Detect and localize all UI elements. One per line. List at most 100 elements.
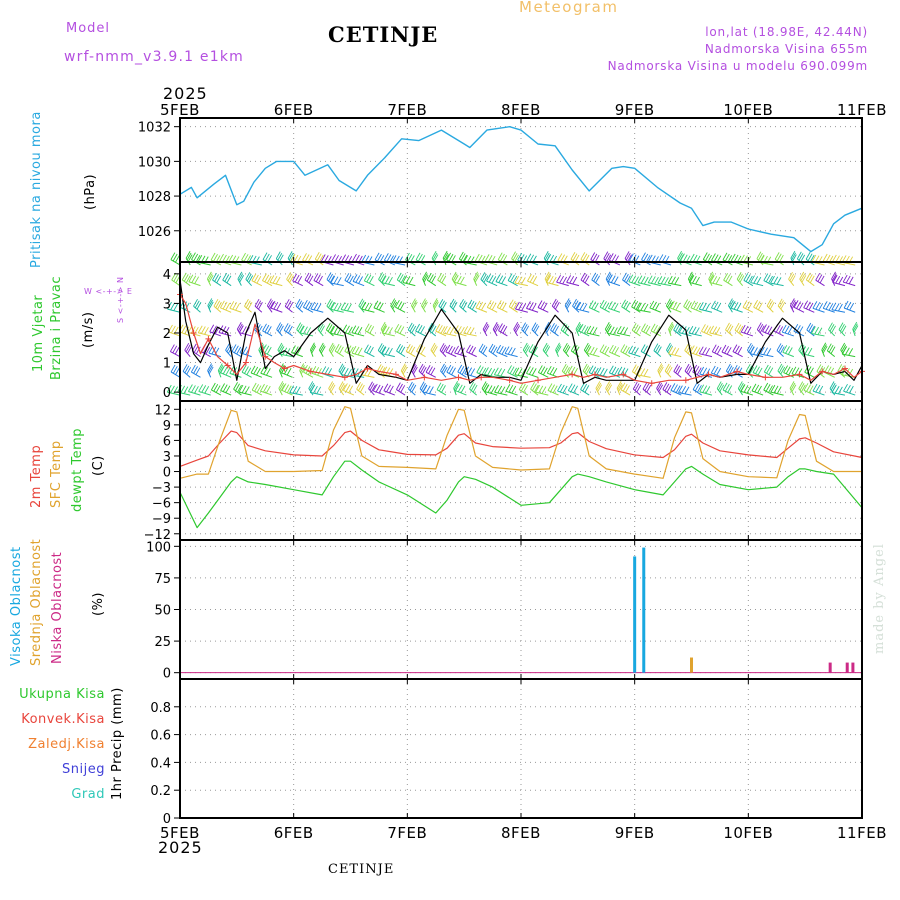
wind-barb-feather: [528, 344, 534, 352]
wind-barb-feather: [712, 276, 718, 284]
wind-barb: [722, 389, 733, 396]
wind-barb-feather: [849, 302, 855, 311]
wind-barb-feather: [746, 326, 752, 335]
wind-barb-feather: [277, 323, 283, 332]
wind-barb-feather: [702, 367, 708, 376]
wind-barb-feather: [244, 366, 249, 374]
wind-barb-feather: [809, 254, 815, 263]
wind-barb-feather: [487, 367, 493, 376]
wind-barb-feather: [256, 275, 262, 284]
wind-barb-feather: [693, 301, 699, 310]
wind-barb-feather: [635, 302, 641, 310]
wind-barb: [198, 390, 211, 396]
wind-barb-feather: [649, 300, 655, 309]
wind-barb-feather: [798, 253, 804, 261]
y-tick-label: 75: [154, 572, 171, 587]
temp-unit: (C): [91, 455, 106, 476]
wind-barb-feather: [358, 298, 364, 307]
wind-barb-feather: [798, 302, 804, 311]
wind-barb-feather: [364, 302, 370, 311]
wind-barb-feather: [732, 344, 738, 352]
wind-barb-feather: [437, 272, 443, 281]
wind-barb-feather: [316, 303, 322, 311]
wind-barb-feather: [579, 302, 585, 311]
wind-barb-feather: [812, 301, 818, 309]
wind-barb: [572, 305, 580, 313]
wind-barb-feather: [668, 301, 674, 310]
wind-barb-feather: [705, 253, 710, 262]
wind-barb: [260, 390, 273, 396]
wind-barb-feather: [378, 385, 384, 394]
wind-barb-feather: [285, 324, 291, 332]
wind-barb-feather: [804, 347, 810, 355]
wind-barb-feather: [768, 367, 774, 375]
wind-barb-feather: [625, 385, 630, 393]
wind-barb-feather: [838, 303, 843, 312]
wind-barb-feather: [409, 324, 415, 332]
wind-barb-feather: [308, 275, 314, 284]
wind-barb-feather: [172, 366, 178, 374]
wind-barb-feather: [318, 342, 324, 351]
wind-barb-feather: [243, 254, 249, 262]
wind-barb-feather: [565, 367, 570, 375]
wind-barb-feather: [822, 345, 828, 354]
wind-barb-feather: [314, 367, 320, 375]
wind-barb-feather: [798, 381, 804, 389]
wind-barb-feather: [759, 254, 765, 263]
wind-barb-feather: [423, 275, 429, 283]
wind-barb-feather: [522, 342, 528, 351]
wind-barb-feather: [181, 325, 187, 333]
wind-barb-feather: [584, 385, 590, 393]
wind-barb-feather: [643, 324, 649, 333]
wind-barb-feather: [608, 253, 614, 261]
wind-barb-feather: [841, 344, 847, 352]
wind-barb-feather: [675, 302, 681, 311]
wind-barb: [683, 306, 692, 313]
wind-barb-feather: [262, 273, 267, 281]
wind-barb-feather: [514, 254, 519, 263]
wind-barb-feather: [724, 345, 729, 354]
wind-barb-feather: [317, 368, 322, 376]
wind-barb-feather: [318, 275, 323, 284]
wind-barb-feather: [756, 276, 762, 285]
wind-barb-feather: [655, 344, 660, 353]
wind-barb-feather: [433, 254, 439, 262]
wind-barb-feather: [442, 366, 448, 375]
wind-barb-feather: [799, 383, 805, 391]
wind-barb-feather: [241, 364, 247, 373]
wind-barb-feather: [217, 363, 223, 371]
wind-barb-feather: [525, 346, 530, 354]
wind-barb-feather: [718, 382, 723, 391]
wind-barb-feather: [778, 344, 784, 353]
wind-barb-feather: [210, 382, 216, 391]
wind-barb-feather: [791, 252, 797, 261]
wind-barb: [599, 306, 610, 313]
wind-barb-feather: [853, 325, 859, 333]
wind-barb-feather: [304, 254, 310, 262]
wind-barb-feather: [466, 326, 472, 335]
wind-barb-feather: [602, 301, 607, 309]
wind-barb-feather: [395, 382, 401, 390]
wind-barb: [504, 353, 518, 358]
wind-barb-feather: [452, 301, 458, 310]
wind-barb-feather: [762, 324, 767, 332]
wind-barb-feather: [809, 367, 814, 376]
wind-barb: [826, 350, 836, 358]
wind-barb-feather: [617, 382, 623, 391]
wind-barb-feather: [375, 384, 381, 393]
wind-barb: [466, 351, 477, 358]
wind-barb-feather: [287, 273, 293, 282]
wind-barb-feather: [689, 253, 695, 262]
wind-barb-feather: [637, 275, 643, 283]
wind-barb-feather: [422, 271, 428, 280]
wind-barb-feather: [819, 275, 825, 284]
wind-barb-feather: [513, 302, 518, 310]
wind-barb-feather: [207, 273, 213, 281]
wind-barb-feather: [713, 301, 719, 310]
wind-barb-feather: [505, 384, 511, 392]
wind-barb-feather: [438, 299, 444, 307]
wind-barb-feather: [197, 325, 203, 333]
y-tick-label: 0.4: [150, 756, 171, 771]
cloud-bar: [851, 662, 855, 673]
wind-barb-feather: [459, 276, 465, 285]
